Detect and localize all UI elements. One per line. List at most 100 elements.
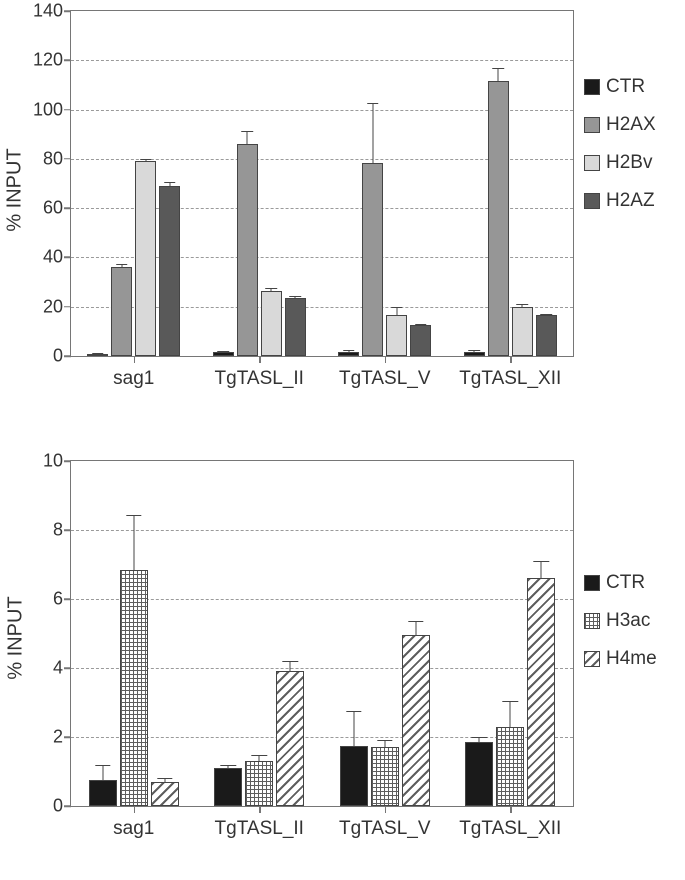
ytick-label: 10 (43, 451, 71, 472)
bar (89, 780, 117, 806)
bar (120, 570, 148, 806)
ytick-label: 140 (33, 1, 71, 22)
bar-group (340, 635, 430, 806)
error-bar (247, 132, 248, 146)
bar (261, 291, 282, 356)
legend-label: CTR (606, 76, 645, 98)
error-bar (290, 662, 291, 672)
error-cap (377, 740, 392, 741)
error-cap (217, 351, 229, 352)
error-cap (503, 701, 518, 702)
error-cap (140, 159, 152, 160)
bar (465, 742, 493, 806)
xtick-label: sag1 (113, 356, 154, 390)
error-bar (396, 308, 397, 317)
bar-group (89, 570, 179, 806)
error-bar (97, 354, 98, 355)
error-cap (343, 350, 355, 351)
ytick-label: 6 (53, 589, 71, 610)
error-bar (271, 289, 272, 291)
bar (237, 144, 258, 356)
error-bar (522, 305, 523, 308)
ytick-label: 80 (43, 148, 71, 169)
bar (135, 161, 156, 356)
legend-item-h2ax: H2AX (584, 114, 656, 136)
error-bar (420, 325, 421, 326)
error-bar (479, 738, 480, 743)
legend-swatch-ctr (584, 79, 600, 95)
error-bar (133, 516, 134, 571)
error-bar (415, 622, 416, 636)
error-cap (367, 103, 379, 104)
bar (512, 307, 533, 356)
ytick-label: 0 (53, 346, 71, 367)
legend-label: CTR (606, 572, 645, 594)
error-cap (391, 307, 403, 308)
legend-label: H3ac (606, 610, 650, 632)
legend-swatch-ctr-2 (584, 575, 600, 591)
error-bar (510, 702, 511, 728)
error-cap (289, 296, 301, 297)
error-bar (474, 351, 475, 352)
legend-label: H2AZ (606, 190, 655, 212)
ytick-label: 40 (43, 247, 71, 268)
error-cap (92, 353, 104, 354)
bar (536, 315, 557, 356)
top-plot-area: 020406080100120140sag1TgTASL_IITgTASL_VT… (70, 10, 574, 357)
bar (245, 761, 273, 806)
legend-swatch-h3ac (584, 613, 600, 629)
error-cap (265, 288, 277, 289)
error-bar (169, 183, 170, 187)
top-ylabel: % INPUT (4, 148, 27, 231)
bottom-plot-area: 0246810sag1TgTASL_IITgTASL_VTgTASL_XII (70, 460, 574, 807)
legend-item-h2bv: H2Bv (584, 152, 656, 174)
ytick-label: 120 (33, 50, 71, 71)
bar (151, 782, 179, 806)
error-cap (283, 661, 298, 662)
top-chart: % INPUT 020406080100120140sag1TgTASL_IIT… (0, 0, 685, 440)
xtick-label: TgTASL_II (215, 806, 304, 840)
legend-swatch-h2az (584, 193, 600, 209)
legend-item-h2az: H2AZ (584, 190, 656, 212)
bar (527, 578, 555, 806)
xtick-label: sag1 (113, 806, 154, 840)
xtick-label: TgTASL_V (339, 806, 431, 840)
error-cap (95, 765, 110, 766)
error-cap (534, 561, 549, 562)
gridline (71, 60, 573, 61)
ytick-label: 4 (53, 658, 71, 679)
error-cap (472, 737, 487, 738)
xtick-label: TgTASL_XII (459, 806, 561, 840)
bar (87, 354, 108, 356)
error-bar (121, 265, 122, 268)
error-cap (408, 621, 423, 622)
error-bar (498, 69, 499, 83)
error-cap (157, 778, 172, 779)
bar (402, 635, 430, 806)
ytick-label: 2 (53, 727, 71, 748)
error-bar (372, 104, 373, 163)
ytick-label: 100 (33, 99, 71, 120)
error-cap (126, 515, 141, 516)
error-cap (116, 264, 128, 265)
error-cap (540, 314, 552, 315)
bar (214, 768, 242, 806)
bar-group (338, 163, 431, 356)
ytick-label: 8 (53, 520, 71, 541)
xtick-label: TgTASL_XII (459, 356, 561, 390)
error-cap (468, 350, 480, 351)
bottom-chart: % INPUT 0246810sag1TgTASL_IITgTASL_VTgTA… (0, 460, 685, 880)
error-bar (228, 766, 229, 769)
bar-group (214, 671, 304, 806)
bar-group (213, 144, 306, 356)
ytick-label: 0 (53, 796, 71, 817)
ytick-label: 60 (43, 198, 71, 219)
error-bar (223, 352, 224, 353)
legend-label: H2Bv (606, 152, 652, 174)
error-cap (164, 182, 176, 183)
error-bar (541, 562, 542, 579)
bar (410, 325, 431, 356)
error-cap (516, 304, 528, 305)
top-legend: CTR H2AX H2Bv H2AZ (584, 76, 656, 228)
xtick-label: TgTASL_II (215, 356, 304, 390)
